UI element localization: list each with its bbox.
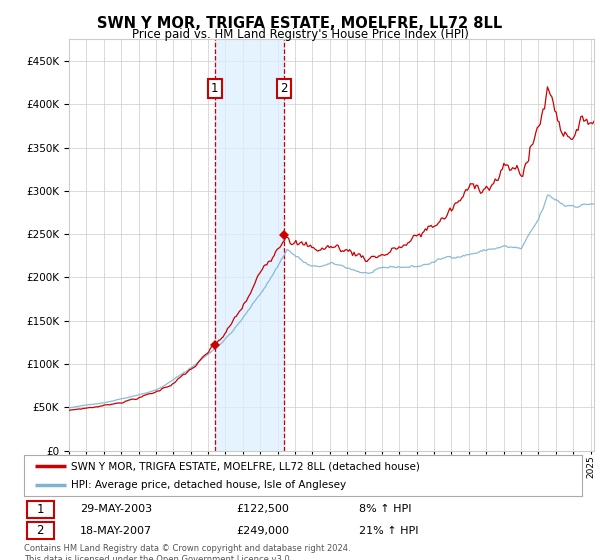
- Text: 2: 2: [37, 524, 44, 537]
- Text: 1: 1: [37, 503, 44, 516]
- Text: SWN Y MOR, TRIGFA ESTATE, MOELFRE, LL72 8LL: SWN Y MOR, TRIGFA ESTATE, MOELFRE, LL72 …: [97, 16, 503, 31]
- Bar: [27, 522, 53, 539]
- Text: 1: 1: [211, 82, 218, 95]
- Text: Price paid vs. HM Land Registry's House Price Index (HPI): Price paid vs. HM Land Registry's House …: [131, 28, 469, 41]
- Text: £249,000: £249,000: [236, 526, 289, 536]
- Text: 29-MAY-2003: 29-MAY-2003: [80, 504, 152, 514]
- Text: 2: 2: [280, 82, 288, 95]
- Bar: [27, 501, 53, 518]
- Text: 18-MAY-2007: 18-MAY-2007: [80, 526, 152, 536]
- Bar: [277, 79, 291, 98]
- Text: 8% ↑ HPI: 8% ↑ HPI: [359, 504, 412, 514]
- Bar: [208, 79, 221, 98]
- Bar: [215, 39, 284, 451]
- Text: £122,500: £122,500: [236, 504, 289, 514]
- Text: SWN Y MOR, TRIGFA ESTATE, MOELFRE, LL72 8LL (detached house): SWN Y MOR, TRIGFA ESTATE, MOELFRE, LL72 …: [71, 461, 421, 471]
- Text: Contains HM Land Registry data © Crown copyright and database right 2024.
This d: Contains HM Land Registry data © Crown c…: [24, 544, 350, 560]
- Text: 21% ↑ HPI: 21% ↑ HPI: [359, 526, 418, 536]
- Text: HPI: Average price, detached house, Isle of Anglesey: HPI: Average price, detached house, Isle…: [71, 480, 347, 489]
